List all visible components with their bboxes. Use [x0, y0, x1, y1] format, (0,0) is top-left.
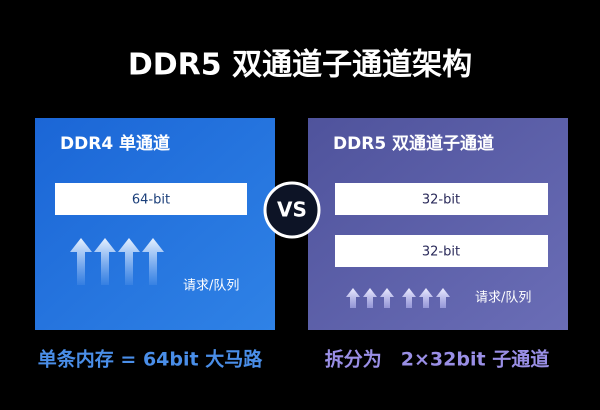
right-arrows	[346, 288, 450, 308]
left-arrows	[70, 238, 164, 285]
right-bar	[335, 183, 548, 215]
right-bar	[335, 235, 548, 267]
left-bar-label: 64-bit	[132, 193, 170, 208]
right-bar-label: 32-bit	[422, 193, 460, 208]
vs-badge	[263, 181, 321, 239]
left-queue: 请求/队列	[183, 279, 239, 294]
left-bar	[55, 183, 247, 215]
left-panel	[35, 118, 275, 330]
right-queue: 请求/队列	[475, 291, 531, 306]
title: DDR5 双通道子通道架构	[128, 48, 472, 83]
right-caption: 拆分为 2×32bit 子通道	[325, 348, 549, 371]
left-caption: 单条内存 = 64bit 大马路	[38, 348, 263, 371]
right-bar-label: 32-bit	[422, 245, 460, 260]
vs-label: VS	[277, 198, 307, 222]
left-heading: DDR4 单通道	[60, 133, 170, 154]
right-heading: DDR5 双通道子通道	[333, 133, 494, 154]
